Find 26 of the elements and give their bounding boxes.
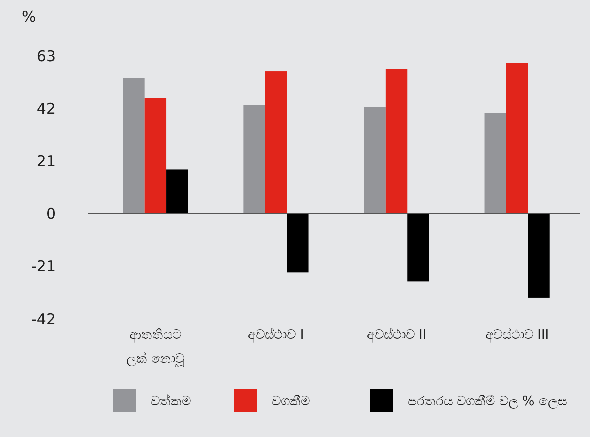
legend-label: වගකීම xyxy=(272,394,310,410)
bar xyxy=(506,63,528,214)
bar xyxy=(123,78,145,214)
bar xyxy=(265,72,288,214)
bar xyxy=(287,214,309,273)
bar xyxy=(484,113,506,214)
y-tick-label: 21 xyxy=(36,152,56,170)
y-tick-label: -42 xyxy=(32,310,56,328)
y-tick-label: -21 xyxy=(32,258,56,276)
y-axis-title: % xyxy=(22,8,36,26)
x-tick-label: අවස්ථාව II xyxy=(366,327,427,343)
bar xyxy=(386,69,408,214)
legend-label: වත්කම xyxy=(151,394,191,410)
x-tick-label: ආතතියට ලක් නොවූ xyxy=(126,328,185,367)
y-tick-label: 0 xyxy=(46,205,56,224)
bar xyxy=(166,170,188,214)
legend-label: පරතරය වගකීම් වල % ලෙස xyxy=(408,394,567,410)
bar xyxy=(244,105,266,214)
bar xyxy=(408,214,430,282)
y-tick-label: 42 xyxy=(36,100,56,118)
x-tick-label: අවස්ථාව I xyxy=(248,327,304,343)
bar xyxy=(528,214,550,298)
bar xyxy=(364,107,386,214)
x-tick-label: අවස්ථාව III xyxy=(485,327,550,343)
bar xyxy=(144,98,167,214)
y-tick-label: 63 xyxy=(36,47,56,66)
